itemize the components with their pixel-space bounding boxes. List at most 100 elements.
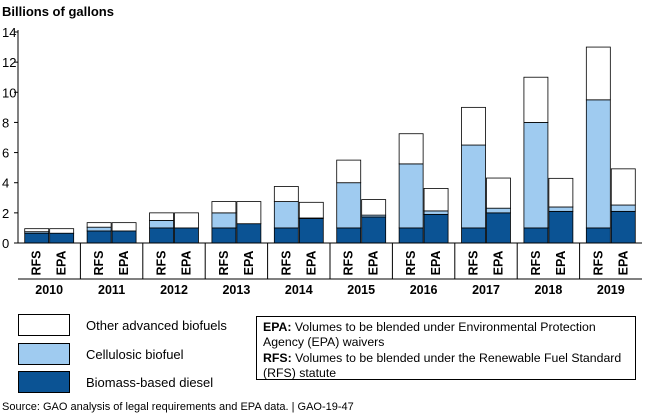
bar-segment-2016-epa-2: [423, 188, 449, 212]
bar-segment-2016-epa-1: [423, 210, 449, 215]
bar-segment-2017-rfs-1: [461, 144, 486, 229]
legend-label-other: Other advanced biofuels: [86, 317, 227, 333]
bar-label-2011-rfs: RFS: [92, 251, 106, 276]
bar-segment-2018-epa-0: [548, 210, 574, 244]
year-label-2014: 2014: [285, 283, 313, 297]
bar-segment-2010-rfs-2: [24, 228, 50, 233]
legend-label-cellulosic: Cellulosic biofuel: [86, 346, 184, 362]
bar-segment-2018-rfs-0: [523, 227, 549, 244]
bar-segment-2015-rfs-0: [336, 227, 362, 244]
bar-label-2017-epa: EPA: [491, 251, 505, 276]
bar-segment-2018-epa-2: [548, 177, 574, 208]
bar-segment-2014-rfs-0: [273, 227, 299, 244]
legend-item-biomass: Biomass-based diesel: [18, 371, 213, 393]
bar-segment-2014-epa-2: [298, 201, 324, 219]
bars: [24, 46, 636, 244]
bar-segment-2019-epa-2: [610, 168, 636, 206]
year-label-2015: 2015: [347, 283, 375, 297]
bar-label-2013-rfs: RFS: [217, 251, 231, 276]
bar-segment-2017-rfs-0: [461, 227, 486, 244]
bar-label-2015-epa: EPA: [367, 251, 381, 276]
bar-label-2013-epa: EPA: [242, 251, 256, 276]
year-label-2013: 2013: [222, 283, 250, 297]
year-label-2010: 2010: [35, 283, 63, 297]
legend-item-other: Other advanced biofuels: [18, 314, 227, 336]
bar-segment-2015-rfs-1: [336, 182, 362, 229]
bar-segment-2018-rfs-2: [523, 76, 549, 123]
bar-label-2010-rfs: RFS: [30, 251, 44, 276]
bar-segment-2013-epa-0: [236, 223, 262, 244]
bar-segment-2013-rfs-2: [211, 201, 237, 214]
bar-segment-2018-epa-1: [548, 206, 574, 212]
y-tick-label: 14: [2, 25, 16, 40]
year-label-2019: 2019: [597, 283, 625, 297]
note-rfs-key: RFS:: [263, 351, 292, 365]
bar-label-2018-rfs: RFS: [529, 251, 543, 276]
bar-segment-2014-rfs-1: [273, 201, 299, 229]
bar-label-2019-epa: EPA: [616, 251, 630, 276]
legend-label-biomass: Biomass-based diesel: [86, 374, 214, 390]
bar-segment-2013-rfs-0: [211, 227, 237, 244]
note-rfs-text: Volumes to be blended under the Renewabl…: [263, 351, 622, 380]
bar-label-2017-rfs: RFS: [467, 251, 481, 276]
bar-label-2011-epa: EPA: [117, 251, 131, 276]
legend-swatch-cellulosic: [18, 343, 70, 365]
y-tick-label: 2: [2, 206, 9, 221]
bar-segment-2012-epa-2: [174, 212, 199, 229]
legend: Other advanced biofuels Cellulosic biofu…: [18, 314, 248, 396]
bar-segment-2016-rfs-2: [398, 133, 424, 165]
y-tick-label: 0: [2, 236, 9, 251]
bar-segment-2017-epa-1: [486, 207, 511, 214]
bar-segment-2012-rfs-1: [149, 219, 174, 229]
source-note: Source: GAO analysis of legal requiremen…: [2, 401, 354, 413]
bar-segment-2019-epa-0: [610, 210, 636, 244]
note-epa-text: Volumes to be blended under Environmenta…: [263, 320, 596, 349]
stacked-bar-chart: Billions of gallons 0 2 4 6 8 10 12 14 RFS EPA 20…: [2, 4, 642, 297]
legend-swatch-other: [18, 314, 70, 336]
note-epa-key: EPA:: [263, 320, 292, 334]
bar-segment-2019-rfs-1: [585, 99, 611, 229]
bar-segment-2016-rfs-1: [398, 163, 424, 229]
bar-segment-2015-epa-0: [361, 216, 387, 244]
y-tick-label: 12: [2, 55, 16, 70]
bar-segment-2013-rfs-1: [211, 212, 237, 229]
year-label-2012: 2012: [160, 283, 188, 297]
y-tick-label: 6: [2, 146, 9, 161]
bar-label-2016-epa: EPA: [429, 251, 443, 276]
y-tick-label: 8: [2, 115, 9, 130]
bar-segment-2015-epa-2: [361, 199, 387, 216]
abbreviation-notes: EPA: Volumes to be blended under Environ…: [256, 316, 636, 380]
bar-segment-2011-epa-2: [111, 222, 137, 232]
bar-segment-2010-epa-2: [49, 228, 75, 234]
bar-segment-2010-epa-0: [49, 232, 75, 244]
bar-segment-2010-rfs-0: [24, 232, 50, 244]
bar-segment-2019-rfs-0: [585, 227, 611, 244]
legend-item-cellulosic: Cellulosic biofuel: [18, 343, 184, 365]
bar-segment-2018-rfs-1: [523, 122, 549, 229]
bar-segment-2012-rfs-2: [149, 212, 174, 221]
bar-label-2010-epa: EPA: [55, 251, 69, 276]
y-tick-label: 4: [2, 176, 9, 191]
bar-segment-2016-rfs-0: [398, 227, 424, 244]
x-axis: RFS EPA 2010 RFS EPA 2011 RFS EPA 2012 RFS EPA 2013…: [18, 242, 642, 297]
bar-segment-2013-epa-2: [236, 201, 262, 225]
bar-label-2015-rfs: RFS: [342, 251, 356, 276]
bar-segment-2015-rfs-2: [336, 159, 362, 184]
bar-label-2018-epa: EPA: [554, 251, 568, 276]
bar-label-2016-rfs: RFS: [404, 251, 418, 276]
bar-label-2012-epa: EPA: [179, 251, 193, 276]
y-tick-label: 10: [2, 85, 16, 100]
bar-segment-2017-epa-0: [486, 212, 511, 244]
year-label-2016: 2016: [410, 283, 438, 297]
bar-label-2014-rfs: RFS: [279, 251, 293, 276]
bar-segment-2012-rfs-0: [149, 227, 174, 244]
note-epa: EPA: Volumes to be blended under Environ…: [263, 320, 629, 350]
bar-segment-2011-rfs-0: [86, 230, 112, 244]
bar-segment-2017-rfs-2: [461, 106, 486, 146]
bar-segment-2017-epa-2: [486, 177, 511, 209]
bar-segment-2014-rfs-2: [273, 186, 299, 202]
bar-segment-2011-rfs-2: [86, 222, 112, 228]
bar-segment-2011-rfs-1: [86, 226, 112, 232]
year-label-2011: 2011: [98, 283, 125, 297]
y-axis: 0 2 4 6 8 10 12 14: [2, 25, 19, 251]
